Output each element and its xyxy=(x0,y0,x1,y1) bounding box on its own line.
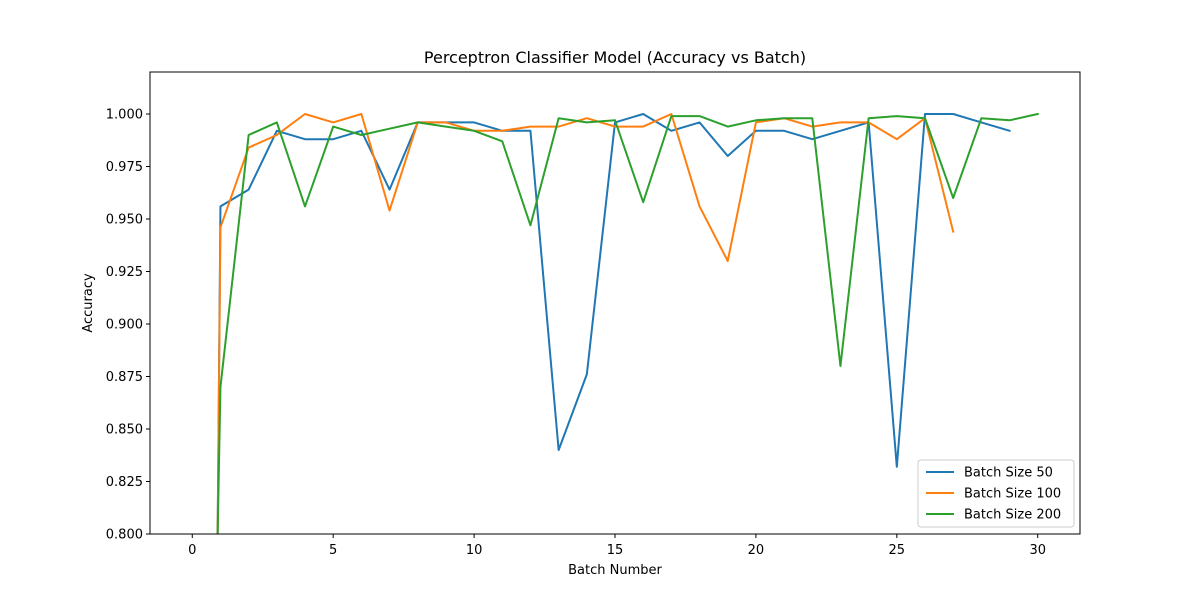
legend-box xyxy=(917,459,1075,528)
legend-label-3: Batch Size 200 xyxy=(964,508,1061,523)
y-tick-label: 0.925 xyxy=(106,265,143,280)
plot-frame xyxy=(149,71,1081,535)
y-axis-ticks: 0.800 0.825 0.850 0.875 0.900 0.925 0.950 0.975… xyxy=(106,108,150,543)
x-tick-label: 0 xyxy=(188,543,196,558)
series-line-3 xyxy=(216,112,1039,534)
legend-label-1: Batch Size 50 xyxy=(964,466,1053,481)
x-axis-ticks: 0 5 10 15 20 25 30 xyxy=(188,534,1046,558)
y-tick-label: 0.975 xyxy=(106,160,143,175)
x-tick-label: 15 xyxy=(607,543,624,558)
series-line-1 xyxy=(216,113,1011,534)
y-tick-label: 0.800 xyxy=(106,528,143,543)
legend-label-2: Batch Size 100 xyxy=(964,487,1061,502)
x-tick-label: 5 xyxy=(329,543,337,558)
x-tick-label: 10 xyxy=(466,543,483,558)
y-tick-label: 0.850 xyxy=(106,423,143,438)
x-tick-label: 25 xyxy=(889,543,906,558)
chart-title: Perceptron Classifier Model (Accuracy vs… xyxy=(424,48,806,67)
legend: Batch Size 50 Batch Size 100 Batch Size 20… xyxy=(917,459,1075,528)
x-tick-label: 20 xyxy=(748,543,765,558)
y-tick-label: 0.875 xyxy=(106,370,143,385)
x-tick-label: 30 xyxy=(1029,543,1046,558)
y-tick-label: 0.900 xyxy=(106,318,143,333)
series-line-2 xyxy=(216,113,955,534)
series-lines xyxy=(216,112,1039,534)
y-axis-label: Accuracy xyxy=(81,273,96,333)
y-tick-label: 0.950 xyxy=(106,213,143,228)
y-tick-label: 0.825 xyxy=(106,475,143,490)
y-tick-label: 1.000 xyxy=(106,108,143,123)
x-axis-label: Batch Number xyxy=(568,563,662,578)
